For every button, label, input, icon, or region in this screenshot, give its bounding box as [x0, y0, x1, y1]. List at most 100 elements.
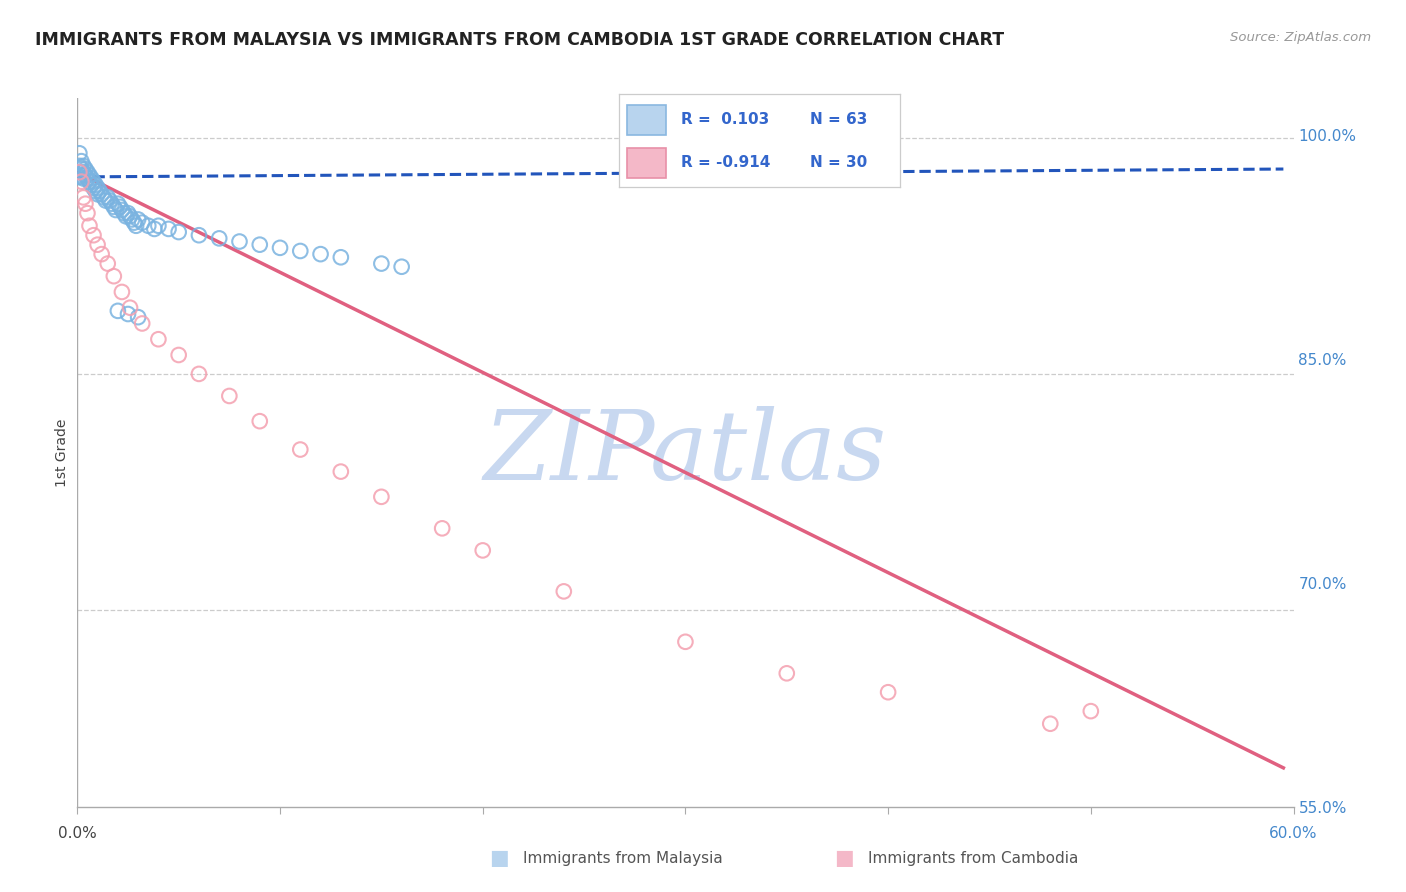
Point: [76, 165, 98, 179]
Point: [79, 175, 101, 189]
Point: [136, 219, 159, 233]
Point: [86, 237, 108, 252]
Text: ZIPatlas: ZIPatlas: [484, 406, 887, 500]
FancyBboxPatch shape: [627, 148, 666, 178]
Point: [104, 202, 127, 217]
Point: [111, 202, 134, 217]
Point: [80, 178, 103, 192]
Point: [97, 190, 120, 204]
Point: [103, 269, 125, 284]
Point: [80, 171, 103, 186]
Point: [67, 146, 90, 161]
Point: [877, 685, 900, 699]
Point: [131, 216, 153, 230]
Point: [188, 228, 211, 243]
Point: [83, 228, 105, 243]
Point: [84, 178, 107, 192]
Point: [90, 247, 112, 261]
Point: [83, 181, 105, 195]
Point: [167, 348, 190, 362]
Point: [122, 216, 145, 230]
Point: [290, 244, 312, 258]
Point: [115, 209, 138, 223]
Point: [391, 260, 413, 274]
Point: [127, 310, 149, 325]
Point: [208, 231, 231, 245]
Text: 0.0%: 0.0%: [58, 826, 97, 841]
Point: [83, 175, 105, 189]
Point: [167, 225, 190, 239]
Point: [101, 196, 124, 211]
Point: [148, 332, 170, 346]
Point: [776, 666, 799, 681]
Point: [329, 250, 352, 264]
Point: [228, 235, 250, 249]
Point: [97, 256, 120, 270]
Text: Source: ZipAtlas.com: Source: ZipAtlas.com: [1230, 31, 1371, 45]
Point: [89, 184, 111, 198]
Point: [370, 490, 392, 504]
Point: [72, 165, 94, 179]
Point: [118, 301, 141, 315]
Point: [131, 317, 153, 331]
Point: [121, 212, 143, 227]
Point: [125, 219, 148, 233]
Text: ■: ■: [489, 848, 509, 868]
Point: [72, 159, 94, 173]
Point: [70, 175, 93, 189]
Point: [117, 307, 139, 321]
Text: R =  0.103: R = 0.103: [681, 112, 769, 128]
Point: [86, 181, 108, 195]
Point: [103, 200, 125, 214]
Point: [553, 584, 575, 599]
Point: [432, 521, 454, 535]
Point: [111, 285, 134, 299]
Y-axis label: 1st Grade: 1st Grade: [55, 418, 69, 487]
Text: N = 63: N = 63: [810, 112, 868, 128]
Point: [249, 414, 271, 428]
Point: [370, 256, 392, 270]
Text: 60.0%: 60.0%: [1270, 826, 1317, 841]
Point: [218, 389, 240, 403]
Point: [75, 162, 97, 177]
Point: [127, 212, 149, 227]
Point: [107, 303, 129, 318]
Text: R = -0.914: R = -0.914: [681, 155, 770, 170]
Point: [98, 194, 121, 208]
Point: [148, 219, 170, 233]
Point: [75, 196, 97, 211]
Point: [309, 247, 332, 261]
Point: [675, 634, 697, 648]
Point: [188, 367, 211, 381]
Point: [70, 162, 93, 177]
Point: [249, 237, 271, 252]
Point: [269, 241, 291, 255]
Point: [67, 165, 90, 179]
Point: [67, 159, 90, 173]
Point: [107, 196, 129, 211]
Text: ■: ■: [834, 848, 853, 868]
Point: [70, 154, 93, 169]
Point: [471, 543, 494, 558]
Point: [72, 190, 94, 204]
Point: [67, 165, 90, 179]
Point: [94, 194, 117, 208]
Point: [290, 442, 312, 457]
Point: [329, 465, 352, 479]
Point: [76, 171, 98, 186]
Point: [108, 200, 131, 214]
Point: [118, 209, 141, 223]
Point: [72, 171, 94, 186]
Point: [1039, 716, 1062, 731]
Text: Immigrants from Malaysia: Immigrants from Malaysia: [523, 851, 723, 865]
Point: [67, 169, 90, 184]
Point: [79, 169, 101, 183]
Text: N = 30: N = 30: [810, 155, 868, 170]
Point: [143, 222, 166, 236]
Point: [93, 190, 115, 204]
Point: [86, 187, 108, 202]
FancyBboxPatch shape: [627, 105, 666, 135]
Point: [157, 222, 180, 236]
Point: [84, 184, 107, 198]
Point: [79, 219, 101, 233]
